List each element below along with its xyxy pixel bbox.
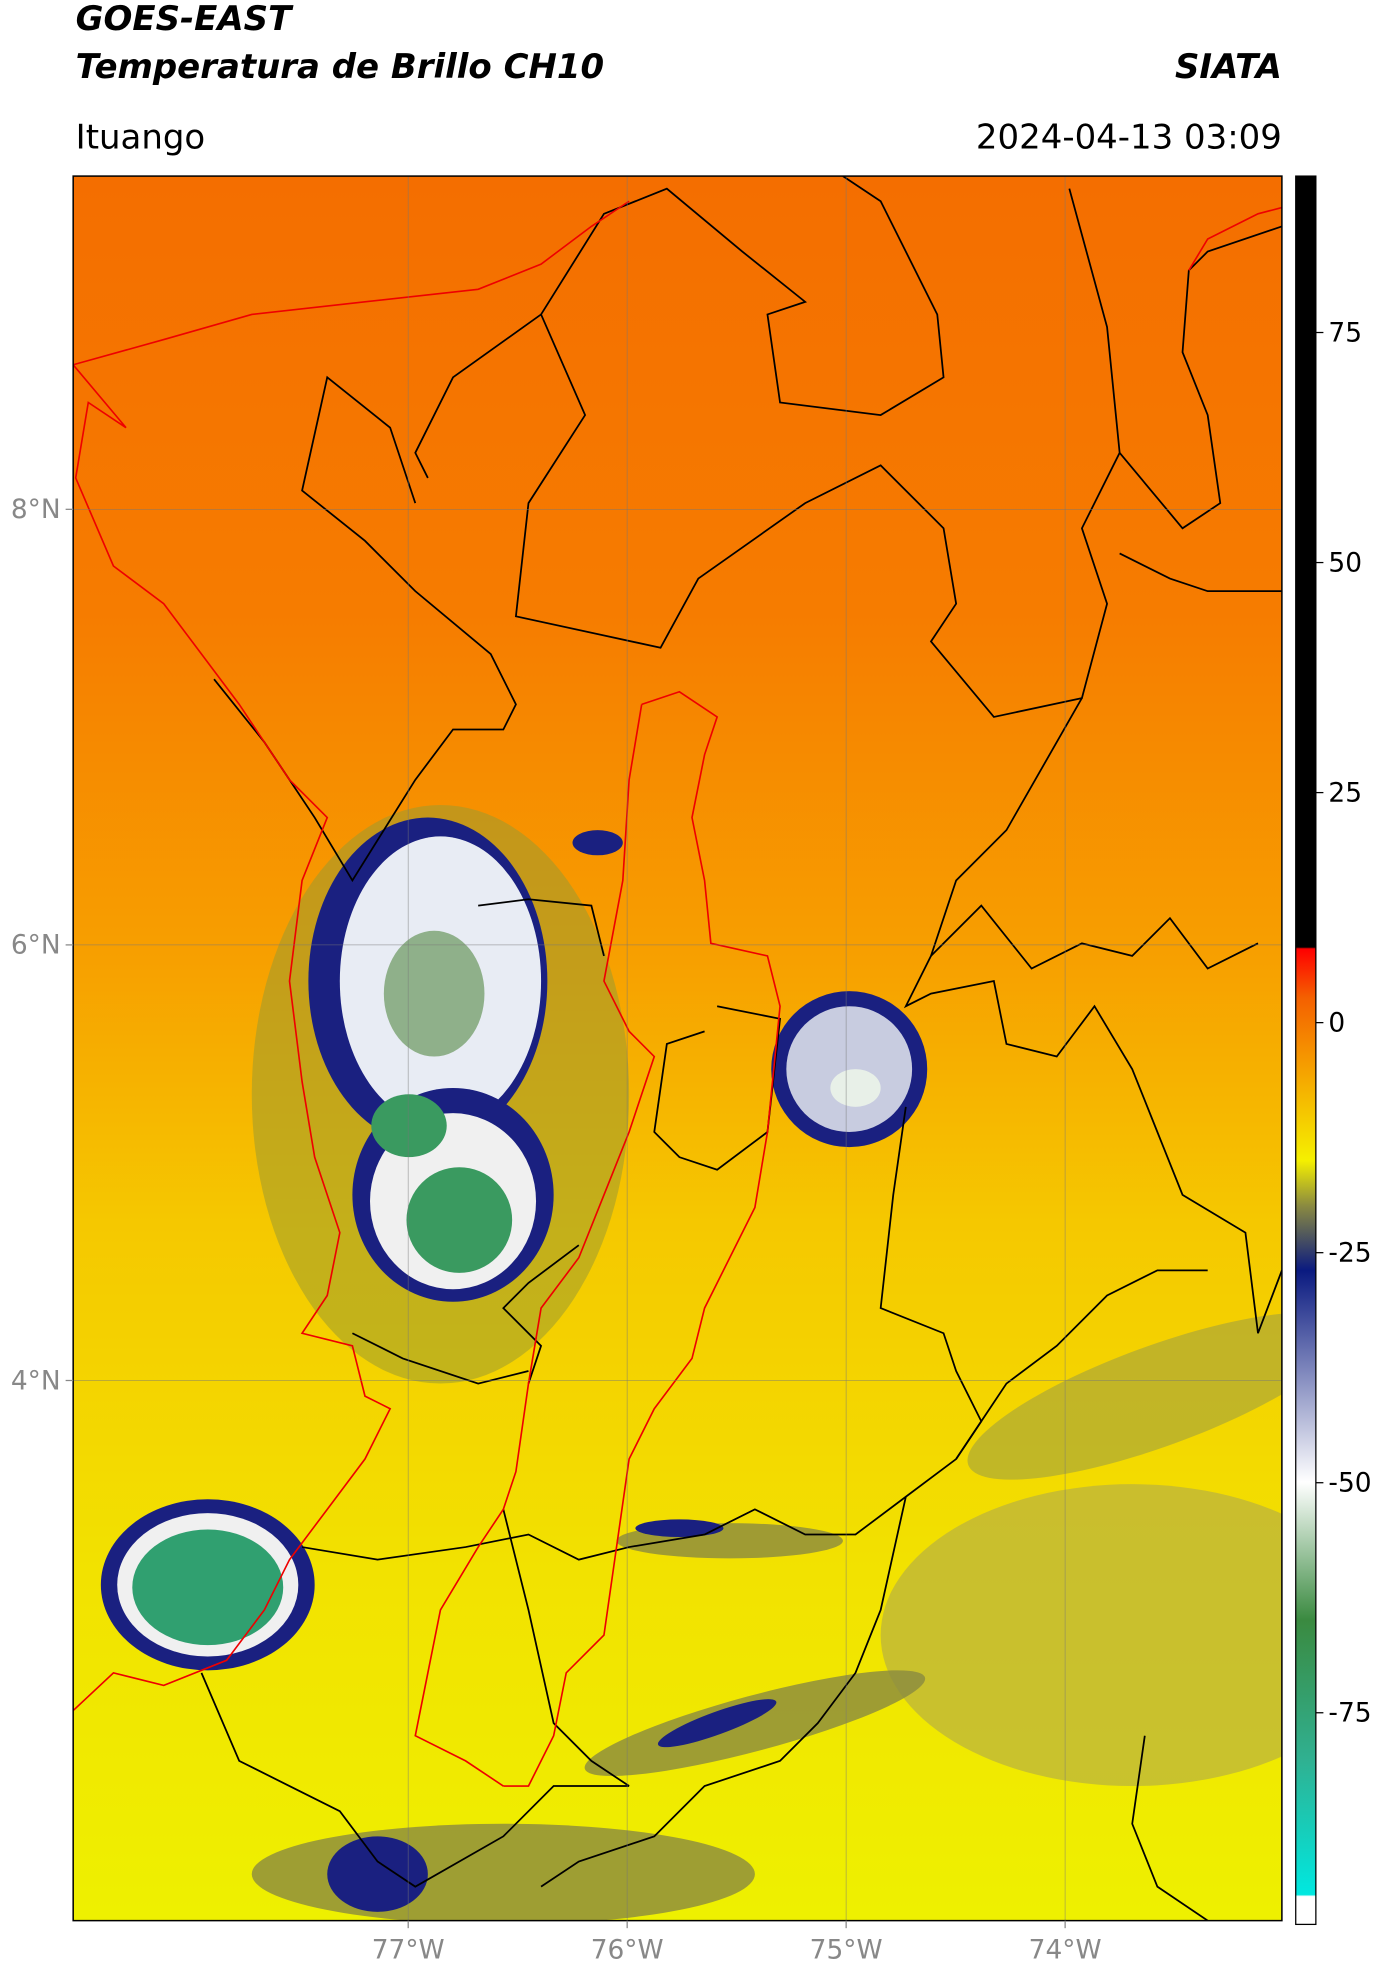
y-tick-label: 8°N	[11, 494, 61, 525]
colorbar-tick-label: -25	[1328, 1237, 1371, 1268]
colorbar-tick-label: 75	[1328, 317, 1362, 348]
x-tick-label: 77°W	[372, 1934, 445, 1965]
x-tick-label: 75°W	[810, 1934, 883, 1965]
title: GOES-EAST	[76, 0, 294, 39]
x-tick-label: 76°W	[591, 1934, 664, 1965]
colorbar	[1295, 175, 1317, 1926]
location: Ituango	[76, 117, 206, 157]
map-area	[73, 176, 1282, 1921]
datetime: 2024-04-13 03:09	[976, 117, 1282, 157]
colorbar-tick-label: -50	[1328, 1468, 1371, 1499]
axis-labels: 77°W 76°W 75°W 74°W 8°N 6°N 4°N	[11, 494, 1102, 1965]
grid	[73, 176, 1282, 1921]
colorbar-tick-label: 0	[1328, 1007, 1345, 1038]
colorbar-ticks: 75 50 25 0 -25 -50 -75	[1315, 317, 1372, 1729]
x-tick-label: 74°W	[1029, 1934, 1102, 1965]
cloud-features	[100, 804, 1282, 1921]
colorbar-tick-label: 25	[1328, 777, 1362, 808]
y-tick-label: 6°N	[11, 930, 61, 961]
borders	[73, 176, 1282, 1921]
y-tick-label: 4°N	[11, 1365, 61, 1396]
subtitle: Temperatura de Brillo CH10	[76, 47, 604, 87]
source: SIATA	[1175, 47, 1282, 87]
colorbar-tick-label: 50	[1328, 547, 1362, 578]
colorbar-tick-label: -75	[1328, 1698, 1371, 1729]
map-frame	[72, 175, 1283, 1922]
